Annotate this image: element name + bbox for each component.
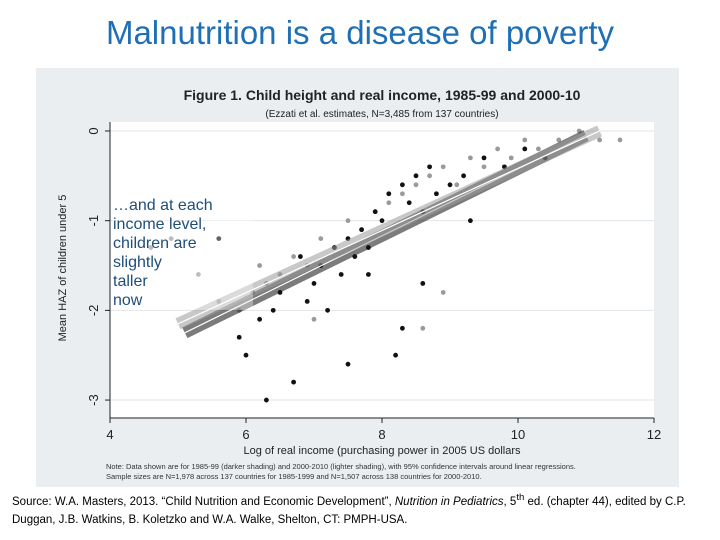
data-point-1985-99 xyxy=(420,281,426,286)
slide-title: Malnutrition is a disease of poverty xyxy=(105,14,615,51)
data-point-2000-10 xyxy=(386,200,392,206)
data-point-2000-10 xyxy=(468,155,473,161)
x-tick-label: 12 xyxy=(647,427,661,442)
source-edition-suffix: th xyxy=(516,492,525,503)
data-point-1985-99 xyxy=(481,155,487,161)
data-point-1985-99 xyxy=(338,272,344,277)
annotation-line-2: income level, xyxy=(113,216,207,233)
y-axis-label: Mean HAZ of children under 5 xyxy=(57,195,69,342)
chart-title: Figure 1. Child height and real income, … xyxy=(184,87,581,103)
data-point-2000-10 xyxy=(420,325,426,331)
data-point-1985-99 xyxy=(427,164,432,170)
data-point-2000-10 xyxy=(413,182,419,188)
data-point-1985-99 xyxy=(413,173,419,179)
data-point-2000-10 xyxy=(481,164,487,170)
data-point-1985-99 xyxy=(386,191,392,197)
data-point-2000-10 xyxy=(345,218,351,224)
annotation-line-5: taller xyxy=(113,273,148,290)
x-tick-label: 6 xyxy=(242,427,249,442)
source-edition-number: 5 xyxy=(509,495,517,508)
data-point-1985-99 xyxy=(304,298,310,304)
data-point-2000-10 xyxy=(617,137,623,143)
x-tick-label: 10 xyxy=(511,427,525,442)
chart-note-line-1: Note: Data shown are for 1985-99 (darker… xyxy=(106,462,576,471)
y-tick-label: -1 xyxy=(86,215,101,227)
data-point-1985-99 xyxy=(216,236,222,242)
x-tick-label: 8 xyxy=(378,427,385,442)
y-tick-label: -2 xyxy=(86,305,101,317)
plot-area xyxy=(110,122,654,418)
data-point-1985-99 xyxy=(406,200,412,206)
data-point-2000-10 xyxy=(440,290,446,295)
x-tick-label: 4 xyxy=(106,427,113,442)
data-point-1985-99 xyxy=(311,281,317,286)
data-point-2000-10 xyxy=(318,236,324,242)
data-point-1985-99 xyxy=(400,182,405,188)
data-point-1985-99 xyxy=(325,307,330,313)
annotation-line-1: …and at each xyxy=(113,197,213,214)
data-point-1985-99 xyxy=(468,218,473,224)
chart-svg: Figure 1. Child height and real income, … xyxy=(36,68,679,487)
x-axis-label: Log of real income (purchasing power in … xyxy=(244,445,521,457)
source-prefix: Source: W.A. Masters, 2013. “Child Nutri… xyxy=(12,495,392,508)
chart-figure: Figure 1. Child height and real income, … xyxy=(36,68,679,487)
data-point-1985-99 xyxy=(461,173,466,179)
data-point-2000-10 xyxy=(556,137,562,143)
data-point-1985-99 xyxy=(291,379,296,385)
data-point-2000-10 xyxy=(522,137,528,143)
y-tick-label: -3 xyxy=(86,394,101,406)
annotation-line-4: slightly xyxy=(113,254,162,271)
data-point-2000-10 xyxy=(536,146,541,152)
data-point-1985-99 xyxy=(243,352,249,358)
data-point-1985-99 xyxy=(393,352,398,358)
annotation-line-3: children are xyxy=(113,235,197,252)
chart-subtitle: (Ezzati et al. estimates, N=3,485 from 1… xyxy=(265,109,498,120)
data-point-1985-99 xyxy=(447,182,453,188)
annotation-callout: …and at each income level, children are … xyxy=(113,196,253,310)
data-point-2000-10 xyxy=(148,245,154,250)
annotation-line-6: now xyxy=(113,292,143,309)
data-point-2000-10 xyxy=(440,164,446,170)
data-point-1985-99 xyxy=(359,227,364,233)
data-point-1985-99 xyxy=(379,218,385,224)
y-tick-label: 0 xyxy=(86,127,101,134)
source-citation: Source: W.A. Masters, 2013. “Child Nutri… xyxy=(12,492,686,526)
source-book-title: Nutrition in Pediatrics xyxy=(394,495,504,508)
source-suffix: ed. (chapter 44), edited by C.P. Duggan,… xyxy=(12,495,686,526)
data-point-1985-99 xyxy=(345,361,351,367)
data-point-2000-10 xyxy=(311,316,317,322)
data-point-2000-10 xyxy=(597,137,602,143)
regression-line-2000-10 xyxy=(177,130,600,325)
data-point-1985-99 xyxy=(264,397,269,403)
data-point-1985-99 xyxy=(522,146,528,152)
data-point-2000-10 xyxy=(168,236,174,242)
data-point-2000-10 xyxy=(508,155,514,161)
data-point-1985-99 xyxy=(298,254,303,259)
chart-note-line-2: Sample sizes are N=1,978 across 137 coun… xyxy=(106,472,482,481)
data-point-1985-99 xyxy=(434,191,439,197)
data-point-2000-10 xyxy=(427,173,432,179)
data-point-2000-10 xyxy=(495,146,500,152)
data-point-2000-10 xyxy=(454,182,460,188)
data-point-2000-10 xyxy=(291,254,296,259)
data-point-1985-99 xyxy=(366,272,371,277)
data-point-2000-10 xyxy=(400,191,405,197)
data-point-2000-10 xyxy=(257,263,262,268)
data-point-1985-99 xyxy=(270,307,276,313)
data-point-2000-10 xyxy=(196,272,201,277)
data-point-1985-99 xyxy=(372,209,378,215)
data-point-1985-99 xyxy=(257,316,262,322)
data-point-1985-99 xyxy=(236,334,242,340)
data-point-1985-99 xyxy=(400,325,405,331)
